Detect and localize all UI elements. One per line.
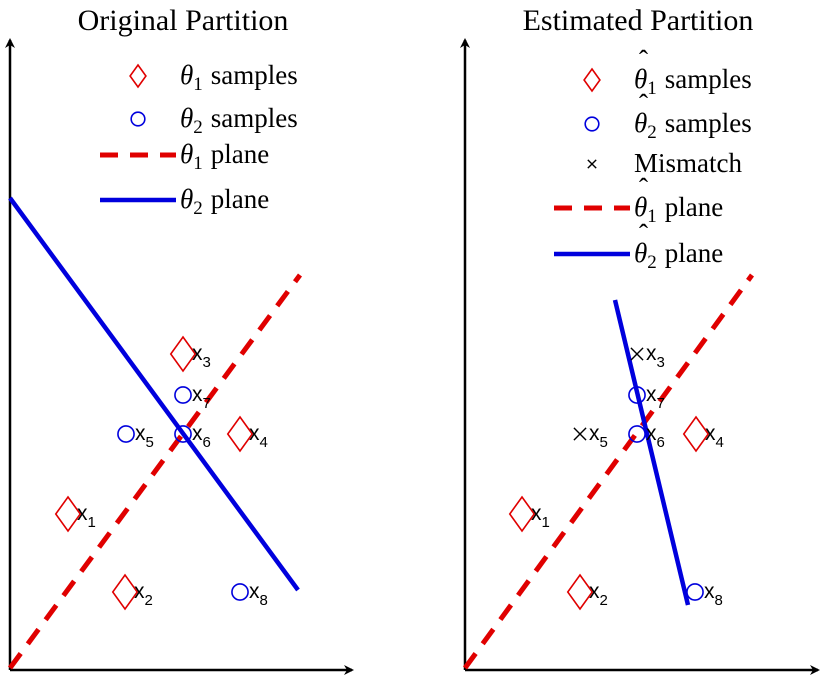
sample-point: x1 [54,495,96,533]
sample-marker-circle [628,386,646,404]
legend-marker [583,67,601,93]
point-label: x4 [705,422,724,451]
point-label: x7 [646,383,665,412]
sample-point: x8 [686,580,723,609]
sample-point: x2 [111,573,153,611]
sample-point: x3 [169,335,211,373]
point-label: x5 [589,422,608,451]
legend-label: θ2 samples [180,103,298,138]
point-label: x3 [646,342,665,371]
sample-point: x4 [682,415,724,453]
panel-title-estimated: Estimated Partition [523,4,754,37]
sample-marker-diamond [111,573,139,611]
sample-marker-circle [686,583,704,601]
point-label: x7 [192,383,211,412]
legend-label: θ2 plane [634,238,723,273]
hat-accent: ˆ [639,173,648,203]
sample-marker-diamond [54,495,82,533]
sample-marker-diamond [682,415,710,453]
sample-marker-circle [231,583,249,601]
point-label: x8 [249,580,268,609]
legend-item: θ2 samples [130,103,298,138]
sample-point: x5 [117,422,154,451]
sample-point: x7 [174,383,211,412]
axes-original [4,38,354,675]
point-label: x4 [249,422,268,451]
legend-marker [587,159,597,169]
legend-item: Mismatch [587,148,742,178]
legend-item: θ2 plane [100,184,269,219]
legend-marker [584,116,600,132]
point-label: x3 [192,342,211,371]
legend-marker [129,63,147,89]
sample-marker-cross [573,427,587,441]
legend-item: θ1 samples [129,60,298,95]
theta1-hat-plane [462,273,755,670]
point-label: x2 [134,580,153,609]
point-label: x1 [531,502,550,531]
hat-accent: ˆ [639,45,648,75]
legend-marker [130,111,146,127]
sample-marker-circle [174,386,192,404]
sample-marker-circle [117,425,135,443]
sample-marker-diamond [566,573,594,611]
sample-point: x6 [174,422,211,451]
sample-point: x7 [628,383,665,412]
theta2-plane [8,196,300,592]
sample-point: x1 [508,495,550,533]
point-label: x5 [135,422,154,451]
samples-estimated: x1 x2 x3 x4 x5 x6 x7 x8 [508,342,724,611]
hat-accent: ˆ [639,89,648,119]
point-label: x6 [646,422,665,451]
sample-marker-diamond [169,335,197,373]
legend-label: θ1 plane [634,192,723,227]
sample-point: x5 [573,422,608,451]
theta1-plane [7,273,303,670]
legend-label: θ1 plane [180,139,269,174]
sample-point: x3 [630,342,665,371]
point-label: x6 [192,422,211,451]
sample-marker-diamond [226,415,254,453]
samples-original: x1 x2 x3 x4 x5 x6 x7 x8 [54,335,268,611]
legend-item: θ1 plane [100,139,269,174]
sample-point: x6 [628,422,665,451]
legend-label: θ1 samples [634,64,752,99]
sample-point: x8 [231,580,268,609]
legend-label: θ1 samples [180,60,298,95]
legend-label: Mismatch [634,148,742,178]
legend-label: θ2 plane [180,184,269,219]
point-label: x1 [77,502,96,531]
axes-estimated [460,38,820,675]
point-label: x8 [704,580,723,609]
theta2-hat-plane [612,299,691,606]
panel-title-original: Original Partition [78,4,289,37]
legend-label: θ2 samples [634,108,752,143]
point-label: x2 [589,580,608,609]
sample-point: x2 [566,573,608,611]
sample-marker-diamond [508,495,536,533]
sample-marker-circle [628,425,646,443]
hat-accent: ˆ [639,219,648,249]
sample-marker-cross [630,347,644,361]
sample-point: x4 [226,415,268,453]
sample-marker-circle [174,425,192,443]
